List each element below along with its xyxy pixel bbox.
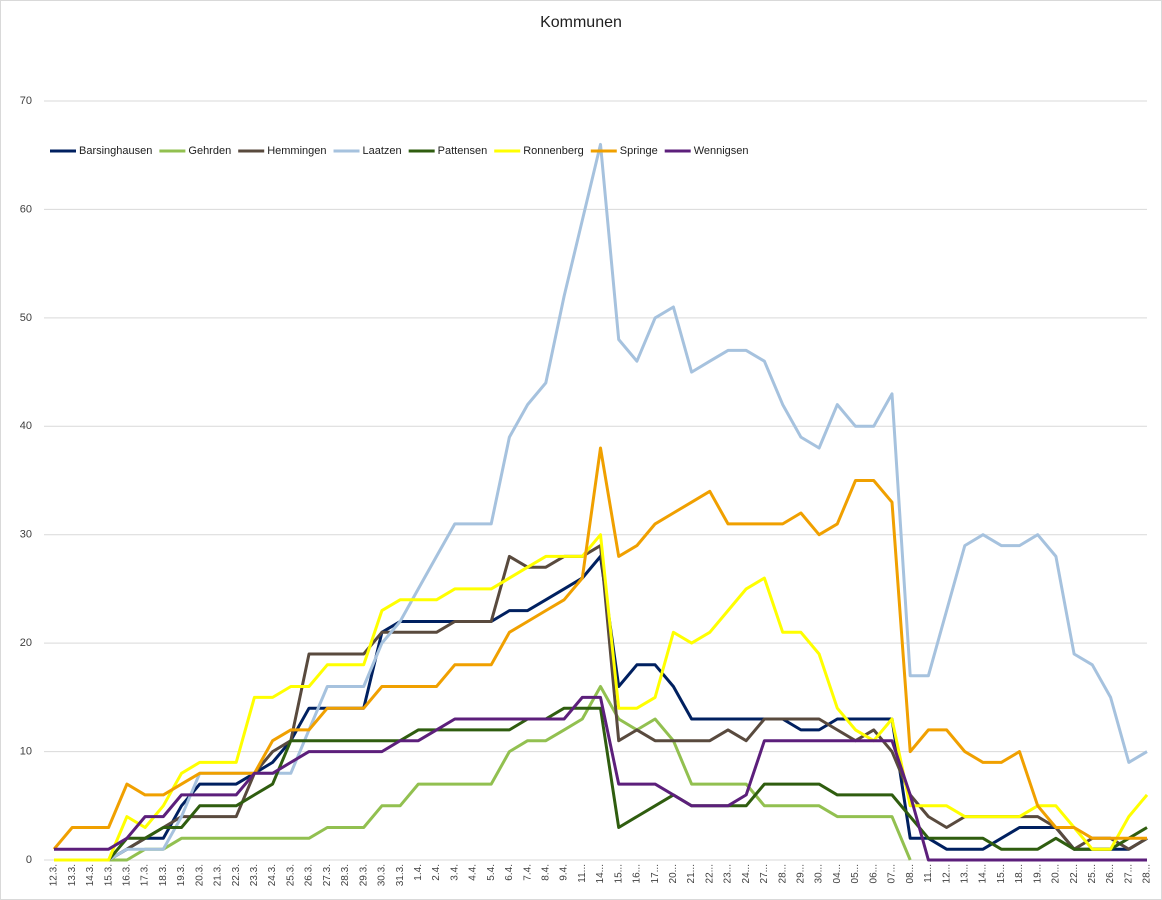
y-tick-label: 30 (20, 529, 32, 541)
y-tick-label: 60 (20, 203, 32, 215)
y-tick-label: 10 (20, 745, 32, 757)
x-tick-label: 14.3. (85, 864, 96, 886)
x-tick-label: 19.3. (176, 864, 187, 886)
legend-label: Gehrden (188, 145, 231, 157)
y-tick-label: 70 (20, 95, 32, 107)
x-tick-label: 21.3. (213, 864, 224, 886)
x-tick-label: 4.4. (468, 864, 479, 881)
x-tick-label: 31.3. (395, 864, 406, 886)
chart-title: Kommunen (540, 14, 622, 31)
series-line (54, 695, 1147, 862)
legend-label: Hemmingen (267, 145, 326, 157)
x-tick-label: 22... (1069, 864, 1080, 883)
x-tick-label: 13.3. (67, 864, 78, 886)
x-tick-label: 28... (777, 864, 788, 883)
x-tick-label: 29... (796, 864, 807, 883)
x-tick-label: 14... (978, 864, 989, 883)
x-tick-label: 11... (923, 864, 934, 883)
series-line (54, 533, 1149, 862)
x-tick-label: 3.4. (449, 864, 460, 881)
x-tick-label: 17... (650, 864, 661, 883)
x-tick-label: 12.3. (49, 864, 60, 886)
y-tick-label: 20 (20, 637, 32, 649)
x-tick-label: 20... (668, 864, 679, 883)
x-tick-label: 30... (814, 864, 825, 883)
x-tick-label: 04... (832, 864, 843, 883)
x-tick-label: 15... (613, 864, 624, 883)
x-tick-label: 5.4. (486, 864, 497, 881)
x-tick-label: 1.4. (413, 864, 424, 881)
y-tick-label: 50 (20, 312, 32, 324)
x-tick-label: 06... (868, 864, 879, 883)
legend-label: Wennigsen (694, 145, 749, 157)
x-tick-label: 05... (850, 864, 861, 883)
x-tick-label: 27... (1123, 864, 1134, 883)
series-line (52, 446, 1147, 851)
x-tick-label: 27... (759, 864, 770, 883)
x-tick-label: 22.3. (231, 864, 242, 886)
x-tick-label: 23... (723, 864, 734, 883)
legend-label: Laatzen (363, 145, 402, 157)
series-line (107, 554, 1148, 862)
x-tick-label: 20... (1051, 864, 1062, 883)
x-tick-label: 29.3. (358, 864, 369, 886)
y-tick-label: 0 (26, 854, 32, 866)
x-tick-label: 27.3. (322, 864, 333, 886)
legend-label: Springe (620, 145, 658, 157)
x-tick-label: 30.3. (377, 864, 388, 886)
x-tick-label: 6.4. (504, 864, 515, 881)
x-tick-label: 7.4. (522, 864, 533, 881)
series-line (108, 685, 912, 862)
legend-label: Barsinghausen (79, 145, 152, 157)
x-tick-label: 17.3. (140, 864, 151, 886)
x-tick-label: 22... (704, 864, 715, 883)
x-tick-label: 20.3. (194, 864, 205, 886)
x-tick-label: 14... (595, 864, 606, 883)
x-tick-label: 18.3. (158, 864, 169, 886)
x-tick-label: 21... (686, 864, 697, 883)
x-tick-label: 12... (941, 864, 952, 883)
x-tick-label: 16... (632, 864, 643, 883)
x-tick-label: 25.3. (285, 864, 296, 886)
x-tick-label: 28... (1142, 864, 1153, 883)
x-tick-label: 15... (996, 864, 1007, 883)
x-tick-label: 23.3. (249, 864, 260, 886)
x-tick-label: 26... (1105, 864, 1116, 883)
x-tick-label: 24... (741, 864, 752, 883)
x-tick-label: 15.3. (103, 864, 114, 886)
x-tick-label: 2.4. (431, 864, 442, 881)
legend-label: Pattensen (438, 145, 488, 157)
x-tick-label: 07... (887, 864, 898, 883)
x-tick-label: 13... (959, 864, 970, 883)
x-tick-label: 9.4. (559, 864, 570, 881)
x-tick-label: 24.3. (267, 864, 278, 886)
x-tick-label: 19... (1032, 864, 1043, 883)
series-line (107, 142, 1148, 862)
x-tick-label: 8.4. (540, 864, 551, 881)
x-tick-label: 28.3. (340, 864, 351, 886)
y-tick-label: 40 (20, 420, 32, 432)
x-tick-label: 08... (905, 864, 916, 883)
x-tick-label: 18... (1014, 864, 1025, 883)
series-line (107, 706, 1148, 861)
x-tick-label: 11... (577, 864, 588, 883)
x-tick-label: 26.3. (304, 864, 315, 886)
x-tick-label: 16.3. (122, 864, 133, 886)
legend-label: Ronnenberg (523, 145, 584, 157)
x-tick-label: 25... (1087, 864, 1098, 883)
